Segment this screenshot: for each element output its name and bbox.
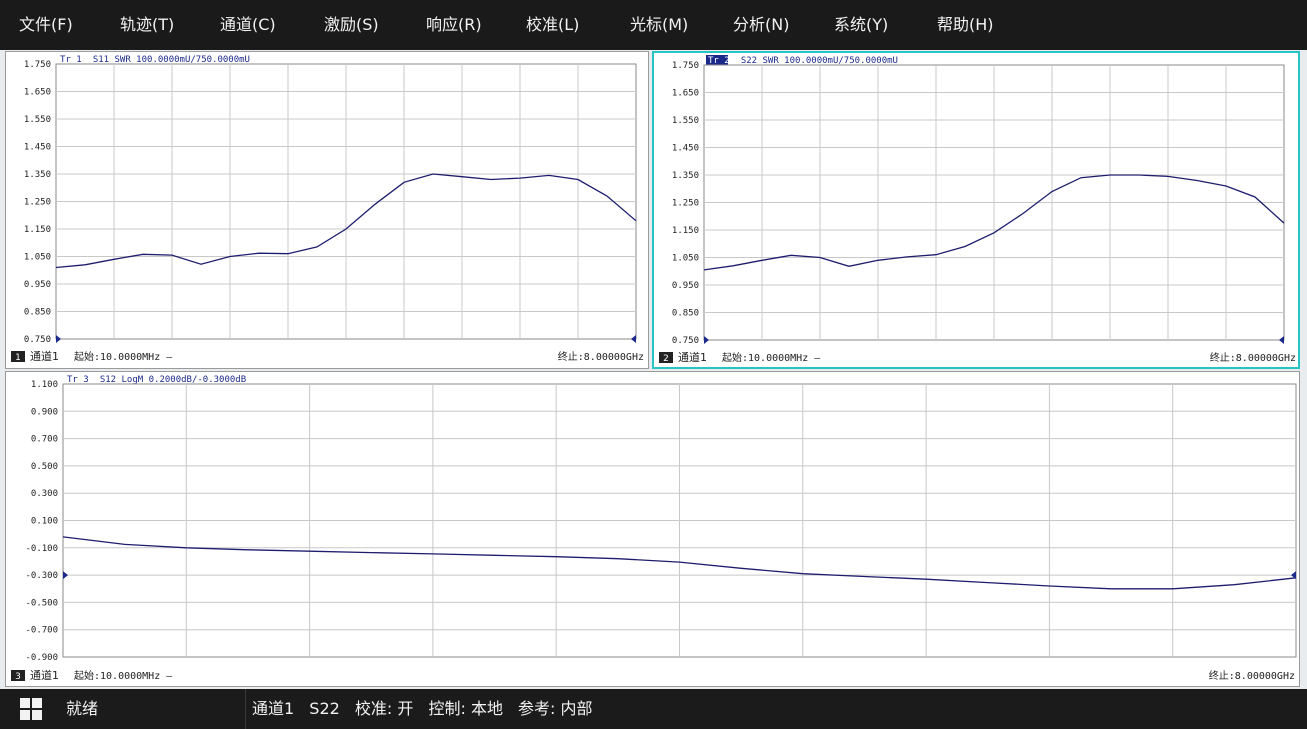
channel-label[interactable]: 通道1 <box>678 350 707 364</box>
y-tick-label: 1.550 <box>672 116 699 126</box>
menu-trace[interactable]: 轨迹(T) <box>120 15 175 34</box>
status-reference: 参考: 内部 <box>518 699 593 718</box>
y-tick-label: 0.950 <box>24 280 51 290</box>
reference-marker-left[interactable] <box>63 571 68 580</box>
y-tick-label: 1.250 <box>24 198 51 208</box>
status-channel: 通道1 <box>252 699 295 718</box>
channel-number: 2 <box>663 354 669 364</box>
stop-frequency[interactable]: 终止:8.00000GHz <box>1210 351 1296 364</box>
y-tick-label: 1.750 <box>672 61 699 71</box>
status-divider <box>245 689 246 729</box>
y-tick-label: 1.650 <box>24 88 51 98</box>
y-tick-label: 1.050 <box>672 254 699 264</box>
trace-plot-1: Tr 1 S11 SWR 100.0000mU/750.0000mU 1.750 1… <box>11 55 644 363</box>
windows-grid-icon[interactable] <box>20 698 42 720</box>
y-tick-label: 1.450 <box>24 143 51 153</box>
trace-line[interactable] <box>62 536 1297 590</box>
trace-window-2[interactable]: Tr 2 S22 SWR 100.0000mU/750.0000mU 1.750 1… <box>652 51 1300 369</box>
y-tick-label: 1.250 <box>672 199 699 209</box>
channel-number: 3 <box>15 672 21 682</box>
menu-system[interactable]: 系统(Y) <box>834 15 889 34</box>
trace-line[interactable] <box>55 173 637 269</box>
reference-marker-left[interactable] <box>56 335 61 343</box>
channel-number-box[interactable] <box>11 351 25 362</box>
trace-window-3[interactable]: Tr 3 S12 LogM 0.2000dB/-0.3000dB 1.100 0.9… <box>5 371 1300 687</box>
reference-marker-left[interactable] <box>704 336 709 344</box>
menu-analysis[interactable]: 分析(N) <box>733 15 790 34</box>
y-tick-label: 1.150 <box>24 225 51 235</box>
y-tick-label: -0.700 <box>25 626 58 636</box>
reference-marker-right[interactable] <box>1291 571 1296 580</box>
y-tick-label: 0.850 <box>24 308 51 318</box>
y-tick-label: 0.300 <box>31 489 58 499</box>
y-tick-label: 1.650 <box>672 89 699 99</box>
y-tick-label: 0.750 <box>24 335 51 345</box>
y-tick-label: 1.150 <box>672 226 699 236</box>
menu-bar: 文件(F) 轨迹(T) 通道(C) 激励(S) 响应(R) 校准(L) 光标(M… <box>0 0 1307 50</box>
status-parameter: S22 <box>309 699 340 718</box>
stop-frequency[interactable]: 终止:8.00000GHz <box>1209 669 1295 682</box>
channel-label[interactable]: 通道1 <box>30 668 59 682</box>
menu-calibrate[interactable]: 校准(L) <box>526 15 580 34</box>
status-control: 控制: 本地 <box>428 699 503 718</box>
menu-response[interactable]: 响应(R) <box>426 15 482 34</box>
y-tick-label: -0.500 <box>25 598 58 608</box>
start-frequency[interactable]: 起始:10.0000MHz — <box>74 350 173 363</box>
reference-marker-right[interactable] <box>1279 336 1284 344</box>
status-bar: 就绪 通道1 S22 校准: 开 控制: 本地 参考: 内部 <box>0 689 1307 729</box>
channel-number: 1 <box>15 353 21 363</box>
y-tick-label: 1.550 <box>24 115 51 125</box>
menu-file[interactable]: 文件(F) <box>19 15 73 34</box>
trace-header-info[interactable]: S22 SWR 100.0000mU/750.0000mU <box>730 56 898 66</box>
y-tick-label: 0.100 <box>31 517 58 527</box>
trace-header-label[interactable]: Tr 3 <box>67 375 89 385</box>
trace-window-1[interactable]: Tr 1 S11 SWR 100.0000mU/750.0000mU 1.750 1… <box>5 51 649 369</box>
y-tick-label: 0.500 <box>31 462 58 472</box>
y-tick-label: 0.900 <box>31 407 58 417</box>
reference-marker-right[interactable] <box>631 335 636 343</box>
y-tick-label: 1.350 <box>24 170 51 180</box>
y-tick-label: -0.100 <box>25 544 58 554</box>
channel-label[interactable]: 通道1 <box>30 349 59 363</box>
trace-line[interactable] <box>703 174 1285 271</box>
y-tick-label: 1.350 <box>672 171 699 181</box>
status-calibration: 校准: 开 <box>354 699 414 718</box>
start-frequency[interactable]: 起始:10.0000MHz — <box>722 351 821 364</box>
menu-marker[interactable]: 光标(M) <box>630 15 689 34</box>
trace-header-info[interactable]: S12 LogM 0.2000dB/-0.3000dB <box>89 375 246 385</box>
y-tick-label: 0.700 <box>31 435 58 445</box>
trace-plot-3: Tr 3 S12 LogM 0.2000dB/-0.3000dB 1.100 0.9… <box>11 375 1297 682</box>
y-tick-label: 1.450 <box>672 144 699 154</box>
menu-stimulus[interactable]: 激励(S) <box>324 15 379 34</box>
start-frequency[interactable]: 起始:10.0000MHz — <box>74 669 173 682</box>
y-tick-label: -0.900 <box>25 653 58 663</box>
y-tick-label: -0.300 <box>25 571 58 581</box>
y-tick-label: 1.750 <box>24 60 51 70</box>
channel-number-box[interactable] <box>659 352 673 363</box>
y-tick-label: 0.750 <box>672 336 699 346</box>
menu-channel[interactable]: 通道(C) <box>220 15 276 34</box>
y-tick-label: 1.050 <box>24 253 51 263</box>
y-tick-label: 1.100 <box>31 380 58 390</box>
menu-help[interactable]: 帮助(H) <box>937 15 994 34</box>
trace-header-label[interactable]: Tr 1 <box>60 55 82 65</box>
trace-header-label[interactable]: Tr 2 <box>708 56 730 66</box>
y-tick-label: 0.850 <box>672 309 699 319</box>
trace-plot-2: Tr 2 S22 SWR 100.0000mU/750.0000mU 1.750 1… <box>659 55 1296 364</box>
trace-header-info[interactable]: S11 SWR 100.0000mU/750.0000mU <box>82 55 250 65</box>
y-tick-label: 0.950 <box>672 281 699 291</box>
channel-number-box[interactable] <box>11 670 25 681</box>
stop-frequency[interactable]: 终止:8.00000GHz <box>558 350 644 363</box>
ready-status: 就绪 <box>66 699 99 718</box>
